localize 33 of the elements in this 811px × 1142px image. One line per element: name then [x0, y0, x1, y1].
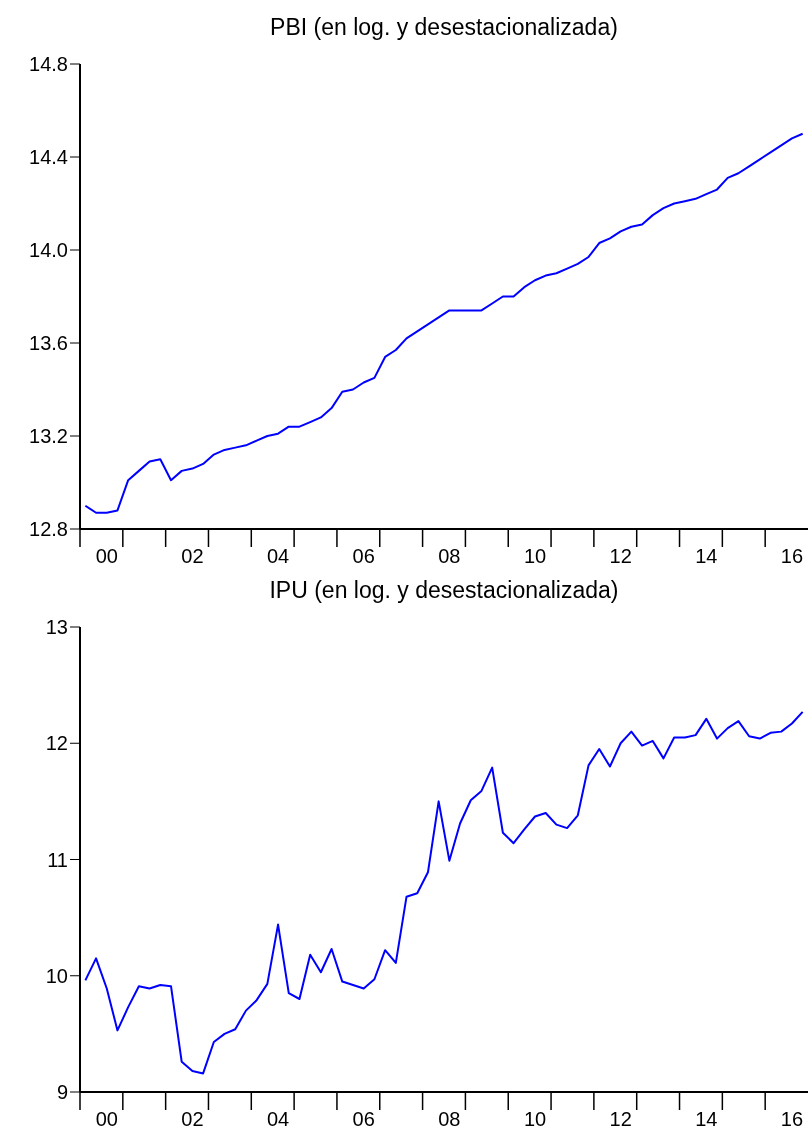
- y-tick-label: 10: [45, 964, 68, 987]
- x-tick-label: 10: [523, 545, 547, 567]
- y-tick-label: 14.0: [29, 239, 68, 262]
- y-tick-label: 14.8: [29, 53, 68, 76]
- x-tick-label: 08: [438, 1108, 461, 1130]
- x-tick-label: 14: [695, 1108, 718, 1130]
- y-tick-label: 13.6: [29, 332, 68, 355]
- y-tick-label: 13.2: [29, 425, 68, 448]
- x-tick-label: 12: [609, 1108, 632, 1130]
- y-tick-label: 13: [45, 616, 68, 639]
- x-tick-label: 00: [95, 1108, 118, 1130]
- chart-title: IPU (en log. y desestacionalizada): [268, 577, 620, 604]
- y-tick-label: 9: [56, 1081, 68, 1104]
- x-tick-label: 10: [523, 1108, 547, 1130]
- x-tick-label: 12: [609, 545, 632, 567]
- y-tick-label: 11: [47, 848, 68, 871]
- x-tick-label: 16: [780, 545, 804, 567]
- y-tick-label: 12.8: [29, 518, 68, 541]
- x-tick-label: 16: [780, 1108, 804, 1130]
- line-series: [84, 710, 804, 1075]
- line-series: [84, 132, 804, 514]
- chart-title: PBI (en log. y desestacionalizada): [269, 14, 619, 41]
- x-tick-label: 06: [352, 545, 375, 567]
- x-tick-label: 00: [95, 545, 118, 567]
- x-tick-label: 08: [438, 545, 461, 567]
- x-tick-label: 06: [352, 1108, 375, 1130]
- y-tick-label: 12: [45, 732, 68, 755]
- x-tick-label: 04: [266, 545, 290, 567]
- x-tick-label: 04: [266, 1108, 290, 1130]
- x-tick-label: 02: [181, 545, 204, 567]
- x-tick-label: 14: [695, 545, 718, 567]
- y-tick-label: 14.4: [29, 146, 68, 169]
- x-tick-label: 02: [181, 1108, 204, 1130]
